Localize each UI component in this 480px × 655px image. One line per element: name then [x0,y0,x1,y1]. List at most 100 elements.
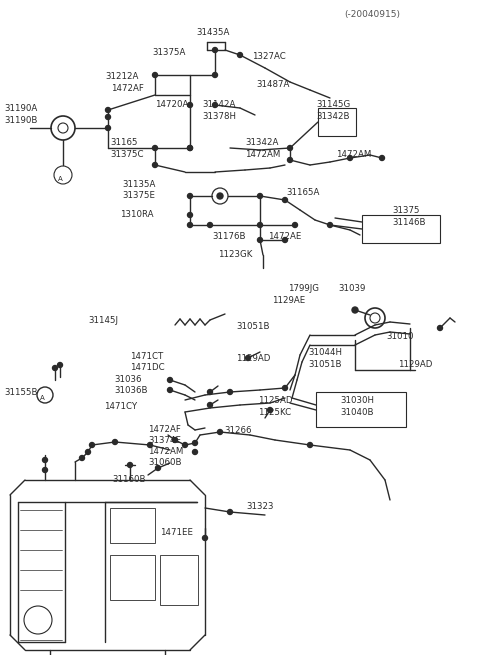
Text: 1129AD: 1129AD [398,360,432,369]
Text: 31145G: 31145G [316,100,350,109]
Circle shape [128,462,132,468]
Text: 31155B: 31155B [4,388,37,397]
Text: 1129AE: 1129AE [272,296,305,305]
Text: 31135A: 31135A [122,180,156,189]
Circle shape [182,443,188,447]
Circle shape [288,157,292,162]
Circle shape [58,362,62,367]
Text: 1125AD: 1125AD [258,396,292,405]
Bar [110,508,155,543]
Circle shape [283,198,288,202]
Circle shape [327,223,333,227]
Text: 1471EE: 1471EE [160,528,193,537]
Circle shape [238,52,242,58]
Text: 31487A: 31487A [256,80,289,89]
Circle shape [106,107,110,113]
Circle shape [52,365,58,371]
Text: 31375C: 31375C [110,150,144,159]
Circle shape [168,388,172,392]
Text: 31040B: 31040B [340,408,373,417]
Text: 1125KC: 1125KC [258,408,291,417]
Circle shape [308,443,312,447]
Circle shape [352,307,358,313]
Text: 31142A: 31142A [202,100,235,109]
Circle shape [245,356,251,360]
Text: 1129AD: 1129AD [236,354,270,363]
Circle shape [153,73,157,77]
Text: 31266: 31266 [224,426,252,435]
Circle shape [188,145,192,151]
Circle shape [168,377,172,383]
Circle shape [156,466,160,470]
Circle shape [89,443,95,447]
Text: 1310RA: 1310RA [120,210,154,219]
Circle shape [217,193,223,199]
Text: 1472AF: 1472AF [111,84,144,93]
Text: 31190B: 31190B [4,116,37,125]
Text: 1472AF: 1472AF [148,425,181,434]
Text: A: A [58,176,62,182]
Text: 1472AM: 1472AM [245,150,280,159]
Text: 31435A: 31435A [196,28,229,37]
Circle shape [228,510,232,514]
Text: 31375A: 31375A [152,48,185,57]
Text: 31036B: 31036B [114,386,147,395]
Text: 31146B: 31146B [392,218,425,227]
Text: 31010: 31010 [386,332,413,341]
Bar [110,555,155,600]
Circle shape [203,536,207,540]
Circle shape [172,438,178,443]
Text: 1799JG: 1799JG [288,284,319,293]
Circle shape [188,193,192,198]
Circle shape [188,223,192,227]
Text: 31051B: 31051B [236,322,269,331]
Circle shape [43,457,48,462]
Circle shape [207,390,213,394]
Text: 31044H: 31044H [308,348,342,357]
Circle shape [437,326,443,331]
Circle shape [228,390,232,394]
Text: 1123GK: 1123GK [218,250,252,259]
Text: 31030H: 31030H [340,396,374,405]
Text: 31342A: 31342A [245,138,278,147]
Text: 1471CT: 1471CT [130,352,163,361]
Bar [318,108,356,136]
Circle shape [207,223,213,227]
Text: 1471CY: 1471CY [104,402,137,411]
Circle shape [213,73,217,77]
Circle shape [147,443,153,447]
Text: 31323: 31323 [246,502,274,511]
Text: 31190A: 31190A [4,104,37,113]
Circle shape [348,155,352,160]
Circle shape [257,223,263,227]
Text: 31160B: 31160B [112,475,145,484]
Circle shape [257,238,263,242]
Circle shape [188,145,192,151]
Text: 1472AE: 1472AE [268,232,301,241]
Circle shape [153,145,157,151]
Circle shape [153,162,157,168]
Circle shape [188,102,192,107]
Circle shape [213,102,217,107]
Text: 1472AM: 1472AM [148,447,183,456]
Text: 31060B: 31060B [148,458,181,467]
Text: 31145J: 31145J [88,316,118,325]
Circle shape [257,193,263,198]
Text: 31378H: 31378H [202,112,236,121]
Bar [362,215,440,243]
Circle shape [106,115,110,119]
Circle shape [380,155,384,160]
Circle shape [106,126,110,130]
Text: (-20040915): (-20040915) [344,10,400,19]
Circle shape [188,212,192,217]
Circle shape [217,430,223,434]
Text: 31039: 31039 [338,284,365,293]
Circle shape [85,449,91,455]
Circle shape [192,441,197,445]
Circle shape [267,407,273,413]
Circle shape [192,449,197,455]
Text: A: A [40,395,44,401]
Text: 31165: 31165 [110,138,137,147]
Text: 14720A: 14720A [155,100,188,109]
Text: 31342B: 31342B [316,112,349,121]
